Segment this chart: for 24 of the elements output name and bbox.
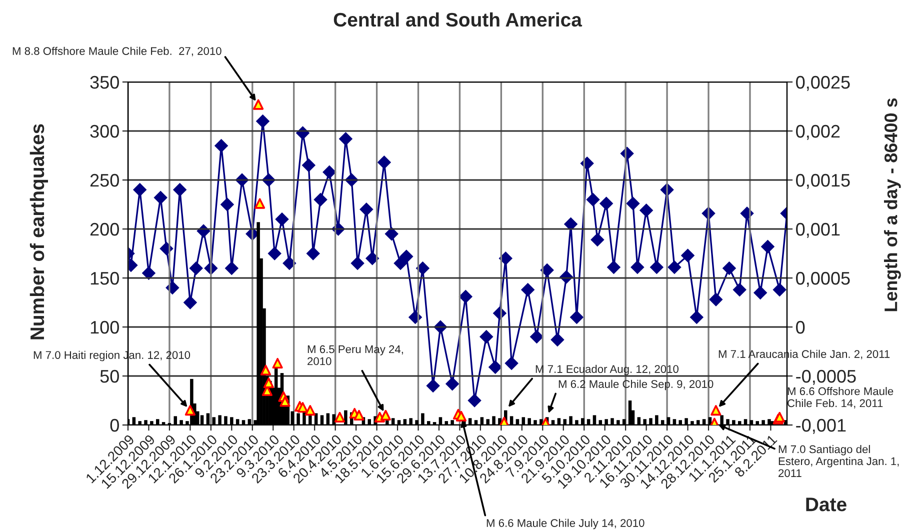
y-tick-label: 0: [110, 418, 119, 432]
y2-tick-label: 0,0015: [796, 174, 850, 189]
y-tick-label: 250: [90, 174, 119, 187]
y2-tick-label: -0,0005: [796, 370, 856, 385]
y2-tick-label: 0,002: [796, 124, 840, 140]
annotation: M 6.6 Maule Chile July 14, 2010: [486, 518, 644, 530]
x-axis-title: Date: [806, 498, 846, 512]
y2-tick-label: 0: [796, 320, 805, 334]
annotation: M 6.6 Offshore Maule Chile Feb. 14, 2011: [788, 387, 894, 408]
annotation: M 8.8 Offshore Maule Chile Feb. 27, 2010: [12, 46, 222, 56]
y-tick-label: 200: [90, 222, 119, 236]
chart-title: Central and South America: [334, 12, 582, 27]
y-tick-label: 100: [90, 320, 119, 334]
y2-tick-label: 0,001: [796, 222, 840, 238]
annotation: M 7.0 Santiago del Estero, Argentina Jan. 1, 2011: [778, 445, 899, 478]
y-tick-label: 300: [90, 124, 119, 138]
y2-tick-label: 0,0005: [796, 272, 850, 287]
y2-tick-label: -0,001: [796, 418, 846, 434]
y-axis-title: Number of earthquakes: [30, 124, 48, 340]
y2-tick-label: 0,0025: [796, 76, 850, 91]
y-tick-label: 150: [90, 272, 119, 285]
y-tick-label: 350: [90, 76, 119, 89]
y-tick-label: 50: [100, 370, 119, 383]
y2-axis-title: Length of a day - 86400 s: [884, 98, 901, 312]
